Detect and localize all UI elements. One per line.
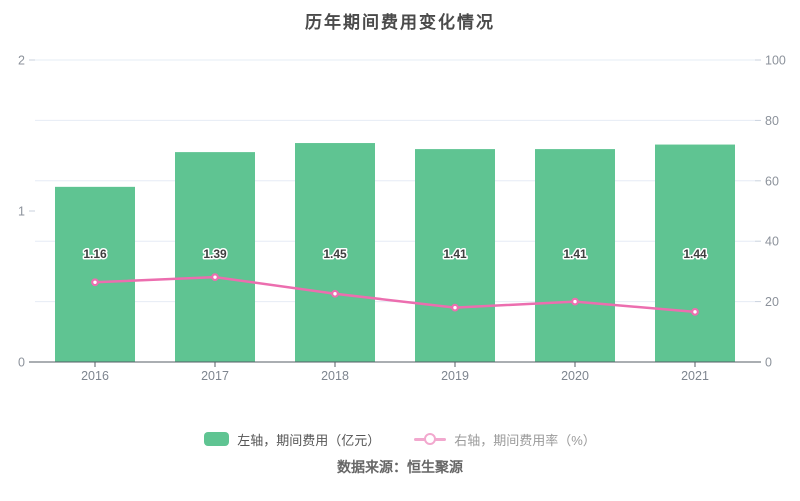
bar-series-swatch-icon bbox=[204, 432, 230, 446]
legend-item-expense-ratio[interactable]: 右轴，期间费用率（%） bbox=[414, 430, 596, 449]
line-point-2017[interactable] bbox=[211, 273, 219, 282]
bar-2017[interactable] bbox=[175, 152, 255, 362]
bar-value-label-2018: 1.45 bbox=[323, 247, 347, 261]
left-axis-tick-label: 1 bbox=[18, 205, 25, 219]
right-axis-tick-label: 80 bbox=[765, 114, 779, 128]
data-source: 数据来源：恒生聚源 bbox=[337, 459, 463, 475]
right-axis-tick-label: 20 bbox=[765, 295, 779, 309]
bar-2020[interactable] bbox=[535, 149, 615, 362]
bar-value-label-2019: 1.41 bbox=[443, 247, 467, 261]
expense-ratio-line bbox=[93, 275, 697, 314]
bar-2019[interactable] bbox=[415, 149, 495, 362]
bar-2018[interactable] bbox=[295, 143, 375, 362]
right-axis-tick-label: 60 bbox=[765, 174, 779, 188]
x-axis-label-2019: 2019 bbox=[441, 369, 469, 383]
legend-label-period-expense: 左轴，期间费用（亿元） bbox=[237, 432, 381, 448]
line-series-marker-icon bbox=[414, 433, 447, 445]
line-point-2019[interactable] bbox=[451, 303, 459, 312]
left-axis-tick-label: 2 bbox=[18, 54, 25, 68]
x-axis-label-2020: 2020 bbox=[561, 369, 589, 383]
bar-value-label-2020: 1.41 bbox=[563, 247, 587, 261]
chart-legend: 左轴，期间费用（亿元） 右轴，期间费用率（%） bbox=[0, 427, 800, 451]
right-axis-tick-label: 100 bbox=[765, 54, 786, 68]
left-axis-tick-label: 0 bbox=[18, 356, 25, 370]
line-point-2021[interactable] bbox=[691, 307, 699, 316]
chart-title: 历年期间费用变化情况 bbox=[305, 13, 495, 32]
x-axis-label-2016: 2016 bbox=[81, 369, 109, 383]
x-axis-label-2018: 2018 bbox=[321, 369, 349, 383]
right-axis-tick-label: 40 bbox=[765, 235, 779, 249]
line-point-2018[interactable] bbox=[331, 289, 339, 298]
line-point-2016[interactable] bbox=[91, 278, 99, 287]
bar-value-label-2021: 1.44 bbox=[683, 247, 707, 261]
x-axis-label-2021: 2021 bbox=[681, 369, 709, 383]
bar-value-label-2016: 1.16 bbox=[83, 247, 107, 261]
x-axis-label-2017: 2017 bbox=[201, 369, 229, 383]
legend-label-expense-ratio: 右轴，期间费用率（%） bbox=[454, 432, 596, 448]
bar-2021[interactable] bbox=[655, 144, 735, 362]
bar-2016[interactable] bbox=[55, 186, 135, 362]
right-axis-tick-label: 0 bbox=[765, 356, 772, 370]
combo-chart-canvas: 0 20 40 60 80 100 0 1 2 2016 2017 2018 2019 2020 2021 1… bbox=[18, 54, 786, 384]
legend-item-period-expense[interactable]: 左轴，期间费用（亿元） bbox=[204, 430, 380, 449]
line-point-2020[interactable] bbox=[571, 297, 579, 306]
bar-value-label-2017: 1.39 bbox=[203, 247, 227, 261]
